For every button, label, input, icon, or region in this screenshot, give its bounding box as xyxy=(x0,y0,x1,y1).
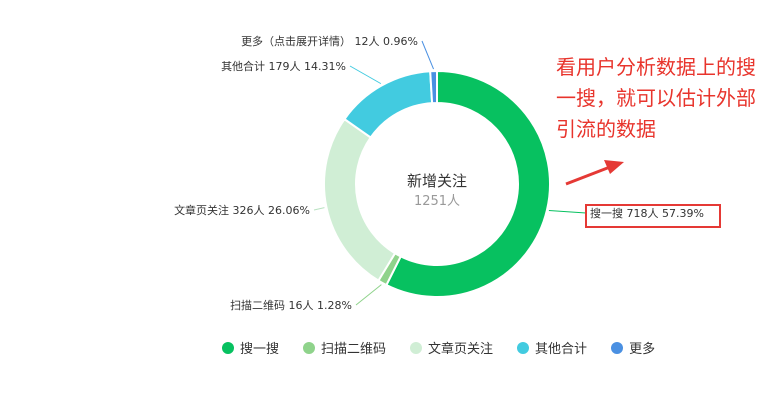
leader-line-4 xyxy=(421,40,434,70)
legend-label: 扫描二维码 xyxy=(321,342,387,357)
slice-4[interactable] xyxy=(429,69,438,105)
legend-item-sousou[interactable]: 搜一搜 xyxy=(222,338,279,357)
center-total: 1251人 xyxy=(414,194,460,209)
annotation-line-1: 看用户分析数据上的搜 xyxy=(556,55,756,79)
donut-slices xyxy=(323,69,551,298)
slice-label-3: 其他合计 179人 14.31% xyxy=(221,59,346,73)
label-leader-lines xyxy=(313,40,587,306)
leader-line-0 xyxy=(548,209,587,214)
legend-label: 其他合计 xyxy=(535,342,588,357)
slice-label-1: 扫描二维码 16人 1.28% xyxy=(230,298,352,312)
slice-2[interactable] xyxy=(323,117,397,283)
legend-item-other[interactable]: 其他合计 xyxy=(517,338,587,357)
annotation-note: 看用户分析数据上的搜 一搜，就可以估计外部 引流的数据 xyxy=(556,52,784,145)
slice-label-2: 文章页关注 326人 26.06% xyxy=(174,203,310,217)
slice-label-4: 更多（点击展开详情） 12人 0.96% xyxy=(241,34,418,48)
annotation-line-2: 一搜，就可以估计外部 xyxy=(556,86,756,110)
legend-dot xyxy=(222,341,234,354)
slice-0[interactable] xyxy=(385,69,551,298)
callout-highlight-box xyxy=(585,204,721,228)
leader-line-2 xyxy=(313,207,325,211)
legend-label: 搜一搜 xyxy=(240,342,280,357)
legend-dot xyxy=(517,341,530,354)
legend-label: 更多 xyxy=(629,342,656,357)
legend-item-article[interactable]: 文章页关注 xyxy=(410,338,493,357)
legend-item-more[interactable]: 更多 xyxy=(611,338,655,357)
slice-labels: 搜一搜 718人 57.39% 扫描二维码 16人 1.28% 文章页关注 326人… xyxy=(174,34,704,312)
legend-dot xyxy=(611,341,624,354)
center-title: 新增关注 xyxy=(407,172,467,190)
legend-item-qrcode[interactable]: 扫描二维码 xyxy=(303,338,386,357)
annotation-line-3: 引流的数据 xyxy=(556,117,656,141)
chart-legend: 搜一搜 扫描二维码 文章页关注 其他合计 更多 xyxy=(222,338,655,357)
leader-line-3 xyxy=(349,65,382,85)
slice-3[interactable] xyxy=(343,70,434,139)
legend-dot xyxy=(410,341,423,354)
legend-dot xyxy=(303,341,316,354)
leader-line-1 xyxy=(355,284,382,306)
slice-label-0: 搜一搜 718人 57.39% xyxy=(590,206,704,220)
legend-label: 文章页关注 xyxy=(428,342,494,357)
red-arrow xyxy=(565,160,624,186)
